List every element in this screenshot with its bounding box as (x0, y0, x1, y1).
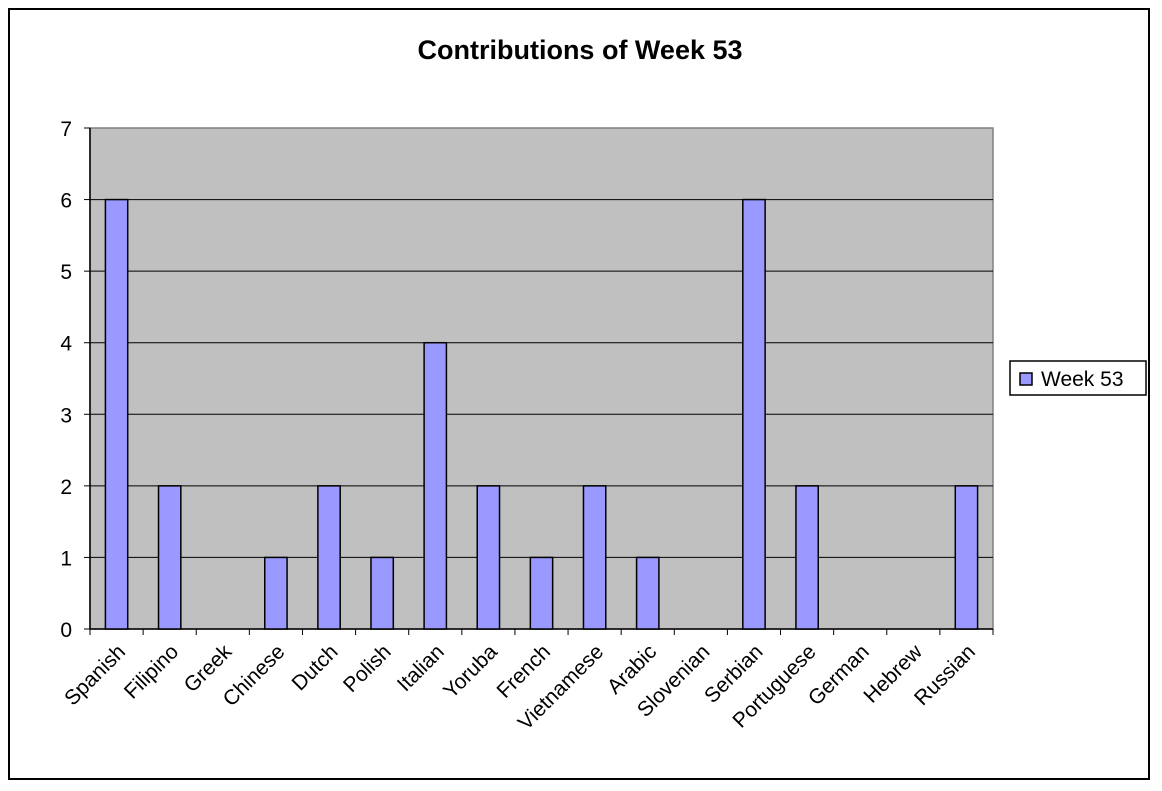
legend-swatch (1019, 372, 1033, 386)
y-tick-label: 2 (60, 476, 72, 499)
bar-chinese (264, 556, 288, 630)
bar-portuguese (795, 485, 819, 630)
bar-russian (954, 485, 979, 630)
y-tick-label: 5 (60, 261, 72, 284)
bar-serbian (742, 198, 766, 630)
x-tick-label: Polish (339, 640, 396, 697)
y-tick-label: 0 (60, 619, 72, 642)
plot-area: 01234567SpanishFilipinoGreekChineseDutch… (60, 118, 994, 735)
y-tick-label: 7 (60, 118, 72, 141)
y-tick-label: 3 (60, 404, 72, 427)
bar-yoruba (476, 485, 501, 630)
y-tick-label: 4 (60, 333, 72, 356)
bar-polish (370, 556, 395, 630)
bar-dutch (317, 485, 341, 630)
chart-title: Contributions of Week 53 (417, 35, 742, 65)
bar-spanish (104, 198, 129, 630)
x-tick-label: Spanish (60, 640, 130, 710)
x-tick-label: Filipino (120, 640, 183, 703)
y-tick-label: 6 (60, 190, 72, 213)
x-tick-label: Dutch (288, 640, 343, 695)
legend: Week 53 (1009, 360, 1147, 396)
bar-french (529, 556, 554, 630)
plot-background (89, 127, 994, 630)
legend-label: Week 53 (1041, 368, 1124, 391)
bar-filipino (157, 485, 182, 630)
bar-italian (423, 341, 448, 630)
bar-arabic (635, 556, 660, 630)
x-tick-label: Yoruba (439, 640, 502, 703)
bar-vietnamese (582, 485, 607, 630)
y-tick-label: 1 (60, 547, 72, 570)
